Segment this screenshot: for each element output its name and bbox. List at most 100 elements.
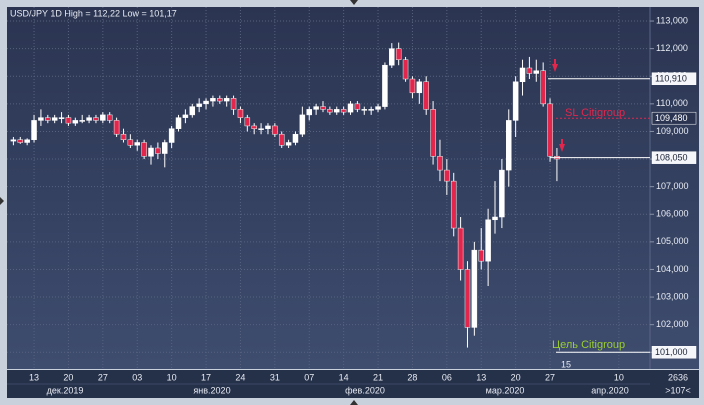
candle-body [278,133,285,146]
y-tick-label: 107,000 [656,181,689,191]
candle-body [38,117,44,121]
x-group-label: фев.2020 [345,385,385,395]
candle-body [258,128,264,130]
candle-body [79,120,85,122]
candle-body [471,249,478,328]
candle-body [141,142,147,157]
candle-body [65,117,72,124]
plot-background [7,7,699,369]
candle-body [285,142,292,146]
x-group-label: дек.2019 [47,385,84,395]
annotation: Цель Citigroup [552,339,625,351]
arrow [559,139,565,152]
price-level-box [651,72,697,85]
candle-body [464,269,471,328]
candle-body [106,114,113,121]
candle-body [506,120,512,171]
y-tick-label: 109,000 [656,126,689,136]
candle-body [492,216,498,221]
x-tick-label: 13 [29,372,39,382]
candle-body [478,249,484,262]
y-tick-label: 104,000 [656,264,689,274]
candle-body [24,139,30,143]
x-tick-label: 31 [270,372,280,382]
y-tick-label: 102,000 [656,319,689,329]
candle-body [127,139,134,146]
candle-body [86,117,92,121]
x-tick-label: 03 [132,372,142,382]
candle-body [148,147,154,157]
candle-body [526,67,533,74]
candle-body [237,109,244,118]
x-tick-label: 07 [304,372,314,382]
candle-body [299,114,306,135]
candle-body [134,142,140,146]
candle-body [340,109,347,113]
candle-body [189,106,196,116]
candle-body [217,98,223,102]
x-tick-label: 06 [442,372,452,382]
x-tick-label: 28 [407,372,417,382]
price-level-label: 108,050 [655,153,688,163]
candle-body [457,227,464,270]
candle-body [354,103,361,110]
candle-body [547,103,553,157]
candle-body [51,117,58,121]
x-group-label: апр.2020 [591,385,628,395]
candle-body [272,125,278,135]
candle-body [203,100,209,105]
marker-label: 15 [561,359,571,369]
candle-body [368,109,374,111]
candle-body [395,48,402,60]
candle-body [450,180,457,229]
arrow [552,59,558,72]
x-group-label: янв.2020 [193,385,230,395]
candle-body [168,128,175,143]
price-level-label: 101,000 [655,347,688,357]
candle-body [409,78,416,94]
candle-body [540,70,546,105]
x-tick-label: 17 [201,372,211,382]
scroll-marker [350,0,358,5]
x-tick-label: 10 [614,372,624,382]
candle-body [512,81,519,121]
candle-body [306,109,312,116]
price-level-label: 110,910 [655,74,687,84]
candle-body [382,64,388,107]
candle-body [423,81,429,110]
annotation: SL Citigroup [565,107,625,119]
candle-body [45,117,51,121]
scroll-marker [350,400,358,405]
candle-body [93,117,99,121]
x-tick-label: 20 [511,372,521,382]
candle-body [533,70,540,74]
x-tick-label: 24 [235,372,245,382]
y-tick-label: 103,000 [656,291,689,301]
candle-body [334,109,340,113]
candle-body [155,147,161,154]
candle-body [223,98,230,102]
candle-body [444,169,450,182]
candle-body [244,117,251,127]
y-tick-label: 112,000 [656,43,688,53]
chart-title: USD/JPY 1D High = 112,22 Low = 101,17 [10,8,177,18]
x-group-label: мар.2020 [486,385,525,395]
candle-body [196,103,202,107]
price-level-label: 109,480 [655,113,688,123]
x-tick-label: 14 [339,372,349,382]
candle-body [437,156,443,171]
scroll-marker [0,197,4,205]
x-tick-label: 20 [63,372,73,382]
candle-body [265,125,271,129]
candle-body [72,120,79,124]
x-tick-label: 27 [98,372,108,382]
candle-body [292,133,299,143]
candle-body [182,114,189,118]
candle-body [389,48,395,66]
candle-body [251,125,257,129]
y-tick-label: 110,000 [656,98,688,108]
candle-body [327,109,333,113]
candle-body [230,98,237,110]
price-level-box [651,151,697,164]
